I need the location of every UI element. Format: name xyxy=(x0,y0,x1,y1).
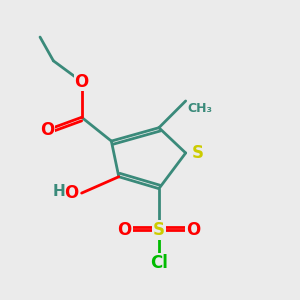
Text: S: S xyxy=(192,144,204,162)
Text: CH₃: CH₃ xyxy=(187,102,212,116)
Text: H: H xyxy=(52,184,65,199)
Text: O: O xyxy=(118,221,132,239)
Text: Cl: Cl xyxy=(150,254,168,272)
Text: O: O xyxy=(64,184,79,202)
Text: O: O xyxy=(186,221,200,239)
Text: O: O xyxy=(40,121,55,139)
Text: O: O xyxy=(74,73,89,91)
Text: S: S xyxy=(153,221,165,239)
